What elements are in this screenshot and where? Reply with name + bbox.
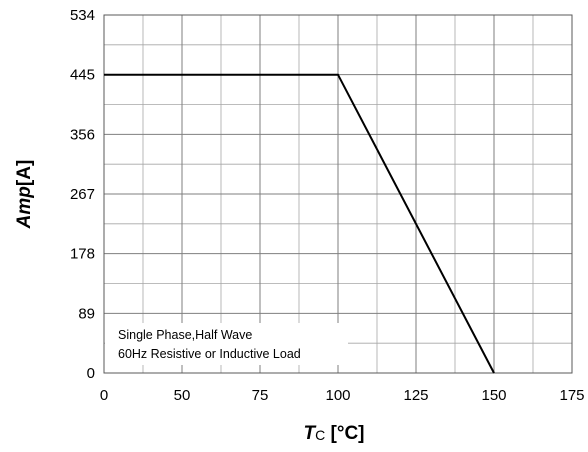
x-tick-label: 75 [252,387,269,404]
x-tick-label: 125 [403,387,428,404]
y-tick-label: 267 [70,186,95,203]
tick-labels: 0 89 178 267 356 445 534 0 50 75 100 125 150 175 [70,7,585,404]
y-tick-label: 445 [70,67,95,84]
x-tick-label: 150 [481,387,506,404]
annotation-background [105,323,348,365]
series-line [104,73,495,374]
y-tick-label: 89 [78,305,95,322]
x-axis-label-subscript: C [315,427,325,443]
annotation-box: Single Phase,Half Wave 60Hz Resistive or… [105,323,348,365]
y-axis-label: Amp[A] [14,160,35,230]
grid [103,14,573,374]
plot-frame [103,14,573,374]
y-tick-label: 356 [70,126,95,143]
y-tick-label: 178 [70,246,95,263]
annotation-line-2: 60Hz Resistive or Inductive Load [118,347,301,361]
y-axis-label-symbol: Amp [14,186,35,229]
y-tick-label: 534 [70,7,95,24]
x-tick-label: 50 [174,387,191,404]
series-lines [104,73,495,374]
annotation-line-1: Single Phase,Half Wave [118,328,252,342]
x-axis-label-symbol: T [304,423,317,444]
y-axis-label-unit: [A] [14,160,35,186]
x-axis-label-unit: [°C] [325,423,364,444]
x-axis-label: TC [°C] [304,423,365,444]
y-tick-label: 0 [87,365,95,382]
x-tick-label: 175 [559,387,584,404]
x-tick-label: 100 [325,387,350,404]
x-tick-label: 0 [100,387,108,404]
